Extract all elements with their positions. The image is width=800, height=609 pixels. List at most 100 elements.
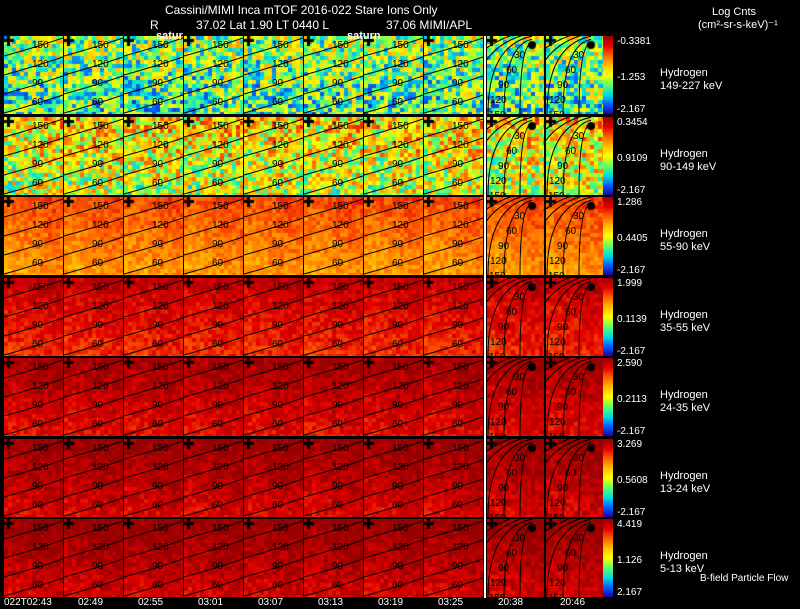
image-panel: 150 120 90 60 <box>244 116 303 195</box>
contour-line <box>124 520 183 540</box>
contour-label: 120 <box>212 140 229 151</box>
contour-label: 120 <box>332 301 349 312</box>
image-panel: 30 60 90 120 150 <box>546 519 603 597</box>
contour-line <box>364 75 423 95</box>
contour-overlay: 30 60 90 120 150 <box>546 116 592 195</box>
contour-line <box>4 217 63 237</box>
contour-line <box>4 397 63 417</box>
contour-label: 120 <box>392 220 409 231</box>
contour-overlay: 30 60 90 120 150 <box>487 438 533 517</box>
contour-line <box>184 539 243 559</box>
contour-label: 150 <box>332 362 349 373</box>
contour-line <box>424 94 483 114</box>
contour-line <box>364 397 423 417</box>
contour-overlay: 30 60 90 120 150 <box>546 197 592 275</box>
contour-label: 60 <box>152 97 164 108</box>
contour-label: 150 <box>92 40 109 51</box>
contour-line <box>424 75 483 95</box>
pixel-map <box>364 36 423 114</box>
contour-label: 90 <box>557 80 569 91</box>
contour-label: 150 <box>212 201 229 212</box>
contour-line <box>546 36 592 114</box>
contour-line <box>244 440 303 459</box>
contour-label: 150 <box>489 271 506 275</box>
contour-line <box>184 236 243 256</box>
contour-label: 60 <box>152 419 164 430</box>
contour-line <box>124 75 183 95</box>
contour-overlay: 150 120 90 60 <box>304 118 363 194</box>
image-panel: 150 120 90 60 <box>184 438 243 517</box>
contour-label: 90 <box>272 400 284 411</box>
image-panel: 150 120 90 60 <box>4 197 63 275</box>
contour-overlay: 30 60 90 120 150 <box>487 358 533 436</box>
contour-line <box>304 416 363 436</box>
contour-label: 150 <box>92 523 109 534</box>
contour-line <box>244 75 303 95</box>
contour-line <box>304 298 363 317</box>
contour-label: 90 <box>392 400 404 411</box>
contour-label: 90 <box>92 320 104 331</box>
image-panel: 150 120 90 60 <box>364 197 423 275</box>
pixel-map <box>124 116 183 195</box>
colorbar <box>603 438 613 517</box>
contour-line <box>64 558 123 578</box>
contour-line <box>184 416 243 436</box>
contour-label: 120 <box>490 578 507 589</box>
contour-line <box>64 497 123 516</box>
image-panel: 150 120 90 60 <box>364 277 423 356</box>
contour-overlay: 150 120 90 60 <box>424 37 483 114</box>
colorbar-max: -0.3381 <box>617 36 651 47</box>
contour-line <box>64 255 123 275</box>
band-species: Hydrogen <box>660 308 708 321</box>
contour-label: 60 <box>506 387 518 398</box>
image-panel: 30 60 90 120 150 <box>487 197 544 275</box>
contour-label: 60 <box>506 65 518 76</box>
contour-line <box>562 119 592 195</box>
contour-label: 90 <box>32 320 44 331</box>
image-panel: 150 120 90 60 <box>364 116 423 195</box>
contour-label: 30 <box>514 533 526 544</box>
pixel-map <box>304 197 363 275</box>
contour-line <box>503 280 533 356</box>
contour-label: 150 <box>92 282 109 293</box>
contour-label: 120 <box>272 220 289 231</box>
contour-label: 120 <box>549 256 566 267</box>
contour-label: 90 <box>92 481 104 492</box>
contour-label: 90 <box>152 561 164 572</box>
pixel-map <box>424 519 483 597</box>
contour-line <box>364 156 423 175</box>
contour-line <box>519 122 533 195</box>
contour-line <box>364 217 423 237</box>
pixel-map <box>64 116 123 195</box>
contour-line <box>184 175 243 194</box>
units-label: (cm²-sr-s-keV)⁻¹ <box>698 19 778 31</box>
contour-label: 120 <box>32 301 49 312</box>
contour-overlay: 150 120 90 60 <box>364 279 423 355</box>
contour-overlay: 150 120 90 60 <box>64 359 123 436</box>
contour-label: 60 <box>32 97 44 108</box>
contour-label: 90 <box>152 239 164 250</box>
contour-line <box>304 440 363 459</box>
contour-label: 90 <box>498 80 510 91</box>
contour-label: 60 <box>92 178 104 189</box>
contour-label: 60 <box>272 97 284 108</box>
contour-line <box>546 438 582 463</box>
contour-label: 60 <box>565 226 577 237</box>
contour-label: 120 <box>452 381 469 392</box>
time-label: 20:46 <box>560 597 586 608</box>
time-label: 022T02:43 <box>4 597 52 608</box>
image-panel: 150 120 90 60 <box>184 277 243 356</box>
time-label: 03:25 <box>438 597 464 608</box>
contour-label: 120 <box>332 140 349 151</box>
contour-line <box>304 156 363 175</box>
contour-label: 90 <box>557 161 569 172</box>
contour-line <box>578 203 592 275</box>
contour-line <box>304 520 363 540</box>
contour-label: 90 <box>272 239 284 250</box>
contour-line <box>184 198 243 218</box>
contour-line <box>424 37 483 57</box>
image-panel: 150 120 90 60 <box>64 116 123 195</box>
contour-label: 60 <box>212 419 224 430</box>
header-l-value: 37.06 MIMI/APL <box>386 18 473 32</box>
pixel-map <box>424 438 483 517</box>
